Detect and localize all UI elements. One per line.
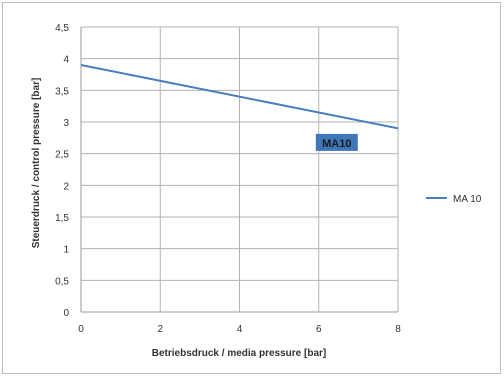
y-tick-label: 2 xyxy=(63,181,69,192)
grid xyxy=(80,26,399,313)
series-annotation: MA10 xyxy=(315,133,358,151)
y-tick-label: 4,5 xyxy=(55,23,69,34)
y-tick-label: 1 xyxy=(63,245,69,256)
x-tick-label: 4 xyxy=(237,324,243,335)
y-tick-label: 1,5 xyxy=(55,213,69,224)
x-tick-label: 6 xyxy=(316,324,322,335)
y-tick-label: 3 xyxy=(63,118,69,129)
y-tick-label: 0 xyxy=(63,308,69,319)
y-tick-label: 3,5 xyxy=(55,86,69,97)
annotation-background xyxy=(315,133,358,151)
y-tick-label: 0,5 xyxy=(55,276,69,287)
legend: MA 10 xyxy=(426,194,482,205)
tick-labels: 0 0,5 1 1,5 2 2,5 3 3,5 4 4,5 0 2 4 6 8 xyxy=(55,23,401,335)
x-tick-label: 8 xyxy=(395,324,401,335)
y-axis-title: Steuerdruck / control pressure [bar] xyxy=(31,78,42,249)
x-tick-label: 0 xyxy=(78,324,84,335)
x-tick-label: 2 xyxy=(157,324,163,335)
annotation-label: MA10 xyxy=(322,138,351,150)
y-tick-label: 4 xyxy=(63,55,69,66)
y-tick-label: 2,5 xyxy=(55,150,69,161)
legend-label-ma10: MA 10 xyxy=(453,194,482,205)
series-layer xyxy=(80,64,399,130)
x-axis-title: Betriebsdruck / media pressure [bar] xyxy=(152,348,327,359)
series-line-ma10 xyxy=(80,64,399,130)
